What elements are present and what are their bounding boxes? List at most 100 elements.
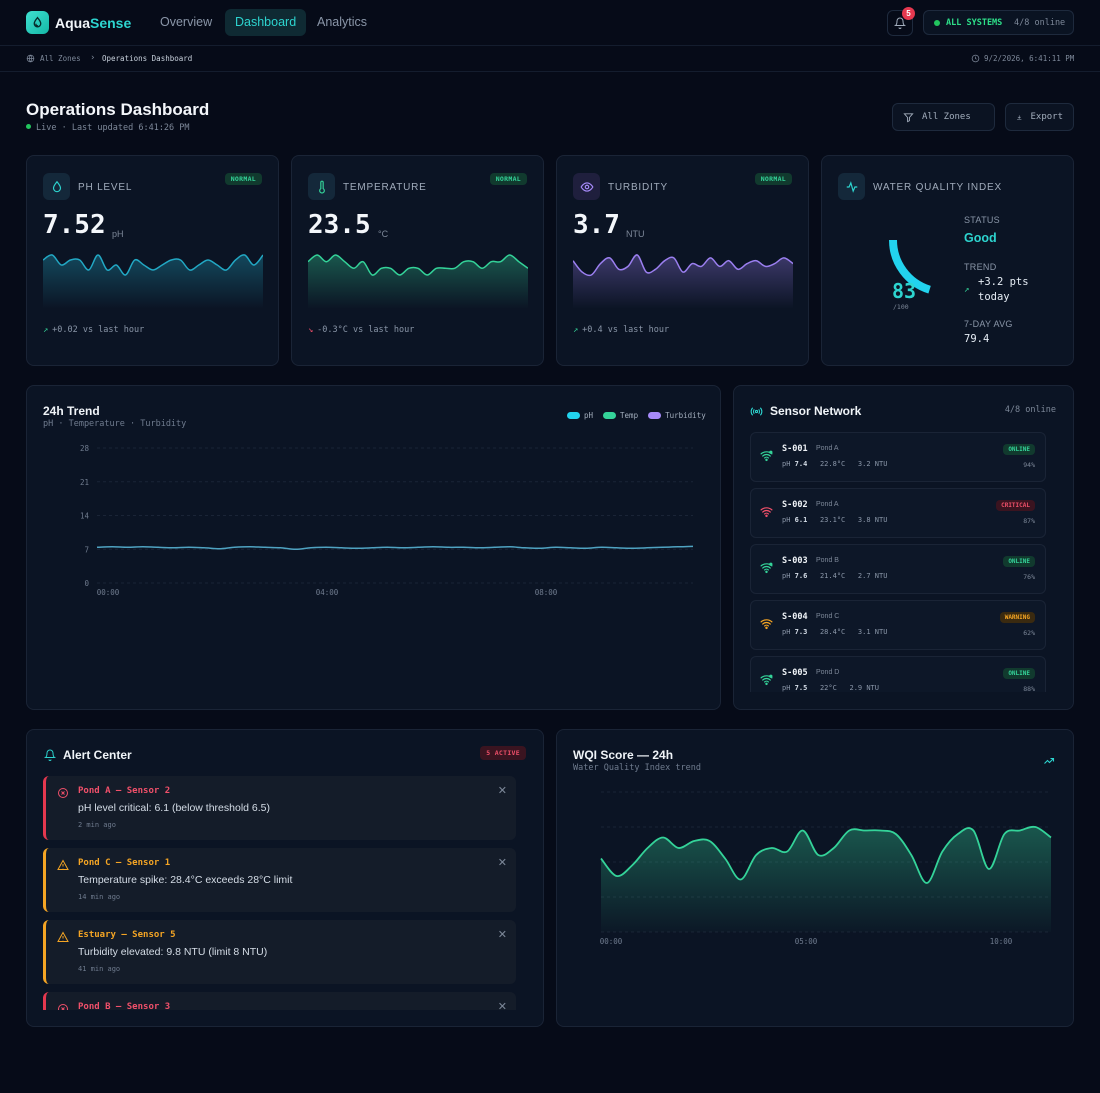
metric-value: 23.5 xyxy=(308,210,371,240)
alert-item[interactable]: Estuary — Sensor 5 Turbidity elevated: 9.… xyxy=(43,920,516,984)
sensor-id: S-003 xyxy=(782,556,808,566)
sensor-status-badge: ONLINE xyxy=(1003,444,1035,455)
sensor-turbidity: 3.1 NTU xyxy=(857,628,888,636)
trend-line-chart[interactable]: 0 7 14 21 28 00:00 04:00 08:00 xyxy=(67,438,707,598)
alert-item[interactable]: Pond B — Sensor 3 ✕ xyxy=(43,992,516,1010)
alert-item[interactable]: Pond A — Sensor 2 pH level critical: 6.1 … xyxy=(43,776,516,840)
series-line-wqi xyxy=(600,825,1052,884)
wqi-max: /100 xyxy=(893,303,909,311)
sparkline-area xyxy=(573,254,793,309)
trend-title: 24h Trend xyxy=(43,404,100,418)
status-badge: NORMAL xyxy=(489,173,527,185)
x-tick-label: 10:00 xyxy=(990,937,1013,946)
sensor-row[interactable]: S-003 Pond B pH 7.6 21.4°C 2.7 NTU ONLINE 76… xyxy=(750,544,1046,594)
alert-title: Pond C — Sensor 1 xyxy=(78,858,171,868)
live-dot xyxy=(26,124,31,129)
status-badge: NORMAL xyxy=(754,173,792,185)
sparkline-area xyxy=(43,254,263,309)
legend-swatch-ph xyxy=(567,412,580,419)
brand-name[interactable]: AquaSense xyxy=(55,15,132,31)
zone-filter-button[interactable]: All Zones xyxy=(892,103,995,131)
sensor-row[interactable]: S-004 Pond C pH 7.3 28.4°C 3.1 NTU WARNING 6… xyxy=(750,600,1046,650)
sensor-ph: 6.1 xyxy=(794,516,808,524)
status-badge: NORMAL xyxy=(224,173,262,185)
legend-label-temp[interactable]: Temp xyxy=(620,411,639,420)
sensor-turbidity: 3.2 NTU xyxy=(857,460,888,468)
warning-triangle-icon xyxy=(57,931,69,942)
live-status: Live · Last updated 6:41:26 PM xyxy=(26,123,190,133)
sensor-row[interactable]: S-005 Pond D pH 7.5 22°C 2.9 NTU ONLINE 88% xyxy=(750,656,1046,692)
sparkline-line xyxy=(308,254,528,276)
turbidity-sparkline xyxy=(573,254,793,309)
metric-unit: NTU xyxy=(626,229,645,239)
alert-list[interactable]: Pond A — Sensor 2 pH level critical: 6.1 … xyxy=(43,776,516,1010)
metric-unit: pH xyxy=(112,229,124,239)
trend-subtitle: pH · Temperature · Turbidity xyxy=(43,419,187,429)
wqi-trend-line1: +3.2 pts xyxy=(978,276,1029,288)
sensor-id: S-005 xyxy=(782,668,808,678)
wqi-chart-subtitle: Water Quality Index trend xyxy=(573,763,701,773)
export-label: Export xyxy=(1030,112,1063,122)
sensor-pond: Pond A xyxy=(816,445,839,452)
system-status-pill[interactable]: ALL SYSTEMS 4/8 online xyxy=(923,10,1074,35)
sensor-readings: pH 7.5 22°C 2.9 NTU xyxy=(782,684,879,692)
sensor-pond: Pond D xyxy=(816,669,840,676)
metric-label: TEMPERATURE xyxy=(343,182,427,193)
y-tick-label: 14 xyxy=(80,512,90,521)
sensor-row[interactable]: S-001 Pond A pH 7.4 22.8°C 3.2 NTU ONLINE 94… xyxy=(750,432,1046,482)
zone-filter-label: All Zones xyxy=(922,112,971,122)
legend-label-turbidity[interactable]: Turbidity xyxy=(665,411,706,420)
nav-link-analytics[interactable]: Analytics xyxy=(317,15,368,29)
close-icon[interactable]: ✕ xyxy=(497,929,507,941)
sensor-network-title: Sensor Network xyxy=(770,404,862,418)
wqi-gauge xyxy=(889,239,931,294)
legend-label-ph[interactable]: pH xyxy=(584,411,594,420)
alert-item[interactable]: Pond C — Sensor 1 Temperature spike: 28.4… xyxy=(43,848,516,912)
breadcrumb-root[interactable]: All Zones xyxy=(40,54,81,63)
temperature-card: TEMPERATURE NORMAL 23.5 °C ↘ -0.3°C vs la… xyxy=(291,155,544,366)
wifi-signal-icon xyxy=(760,674,773,686)
sensor-ph: 7.6 xyxy=(794,572,808,580)
system-status-label: ALL SYSTEMS xyxy=(946,18,1003,28)
sensor-turbidity: 2.9 NTU xyxy=(849,684,879,692)
sensor-id: S-001 xyxy=(782,444,808,454)
logo-icon[interactable] xyxy=(26,11,49,34)
thermometer-icon xyxy=(308,173,335,200)
close-icon[interactable]: ✕ xyxy=(497,857,507,869)
x-tick-label: 05:00 xyxy=(795,937,818,946)
wqi-gauge-arc xyxy=(889,239,931,294)
metric-delta-text: +0.4 vs last hour xyxy=(582,325,670,335)
filter-icon xyxy=(903,112,914,122)
chevron-right-icon: › xyxy=(90,53,96,63)
export-button[interactable]: Export xyxy=(1005,103,1074,131)
sensor-ph: 7.4 xyxy=(794,460,808,468)
live-status-text: Live · Last updated 6:41:26 PM xyxy=(36,123,190,133)
water-quality-index-card: WATER QUALITY INDEX 83 /100 STATUS Good … xyxy=(821,155,1074,366)
close-icon[interactable]: ✕ xyxy=(497,785,507,797)
metric-label: WATER QUALITY INDEX xyxy=(873,182,1002,193)
sensor-id: S-002 xyxy=(782,500,808,510)
sensor-battery: 94% xyxy=(1023,461,1035,469)
temperature-sparkline xyxy=(308,254,528,309)
trending-up-icon[interactable] xyxy=(1042,755,1056,767)
eye-icon xyxy=(573,173,600,200)
sensor-status-badge: WARNING xyxy=(999,612,1035,623)
sensor-ph: 7.5 xyxy=(794,684,808,692)
close-icon[interactable]: ✕ xyxy=(497,1001,507,1010)
metric-label: TURBIDITY xyxy=(608,182,668,193)
notifications-button[interactable] xyxy=(887,10,913,36)
trend-up-icon: ↗ xyxy=(573,325,579,335)
sensor-row[interactable]: S-002 Pond A pH 6.1 23.1°C 3.8 NTU CRITICAL… xyxy=(750,488,1046,538)
sensor-battery: 88% xyxy=(1023,685,1035,692)
nav-link-dashboard[interactable]: Dashboard xyxy=(225,9,307,36)
sensor-temp: 28.4°C xyxy=(819,628,846,636)
status-dot xyxy=(934,20,940,26)
page-title: Operations Dashboard xyxy=(26,100,210,119)
nav-link-overview[interactable]: Overview xyxy=(160,15,213,29)
activity-icon xyxy=(838,173,865,200)
y-tick-label: 21 xyxy=(80,478,89,487)
sensor-list[interactable]: S-001 Pond A pH 7.4 22.8°C 3.2 NTU ONLINE 94… xyxy=(750,432,1046,692)
metric-delta: ↘ -0.3°C vs last hour xyxy=(308,325,414,335)
warning-triangle-icon xyxy=(57,859,69,870)
